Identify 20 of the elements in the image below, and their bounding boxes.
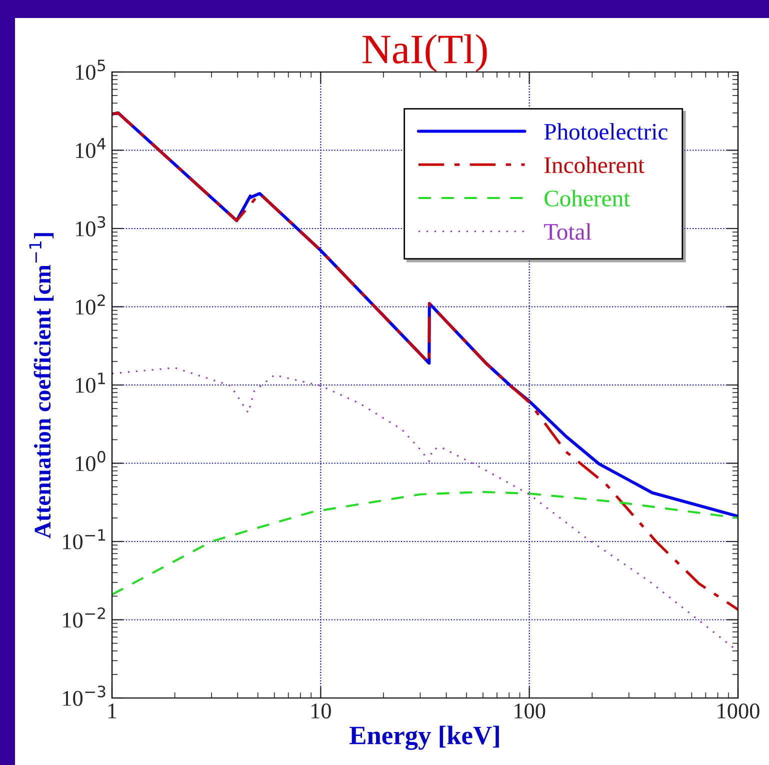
y-tick-label: 10$^{1}$ <box>76 372 105 393</box>
x-tick-label: 10 <box>312 704 331 718</box>
x-tick-label: 1000 <box>718 704 760 718</box>
y-tick-label: 10$^{4}$ <box>76 138 106 158</box>
y-tick-label: 10$^{−3}$ <box>63 686 106 706</box>
x-axis-title: Energy [keV] <box>350 726 499 750</box>
y-tick-label: 10$^{3}$ <box>76 216 106 236</box>
y-axis-title: Attenuation coefficient [cm$^{−1}$] <box>29 233 54 538</box>
legend-label: Total <box>544 223 592 240</box>
legend-label: Incoherent <box>544 156 644 174</box>
legend-label: Coherent <box>544 190 630 206</box>
y-tick-label: 10$^{−2}$ <box>63 607 105 628</box>
y-tick-label: 10$^{0}$ <box>76 450 106 472</box>
y-tick-label: 10$^{5}$ <box>76 60 105 80</box>
y-tick-label: 10$^{2}$ <box>76 294 105 315</box>
x-tick-label: 1 <box>108 704 116 718</box>
x-tick-label: 100 <box>514 704 546 718</box>
legend-label: Photoelectric <box>544 123 668 140</box>
chart-title: NaI(Tl) <box>362 34 487 72</box>
y-tick-label: 10$^{−1}$ <box>63 529 106 550</box>
